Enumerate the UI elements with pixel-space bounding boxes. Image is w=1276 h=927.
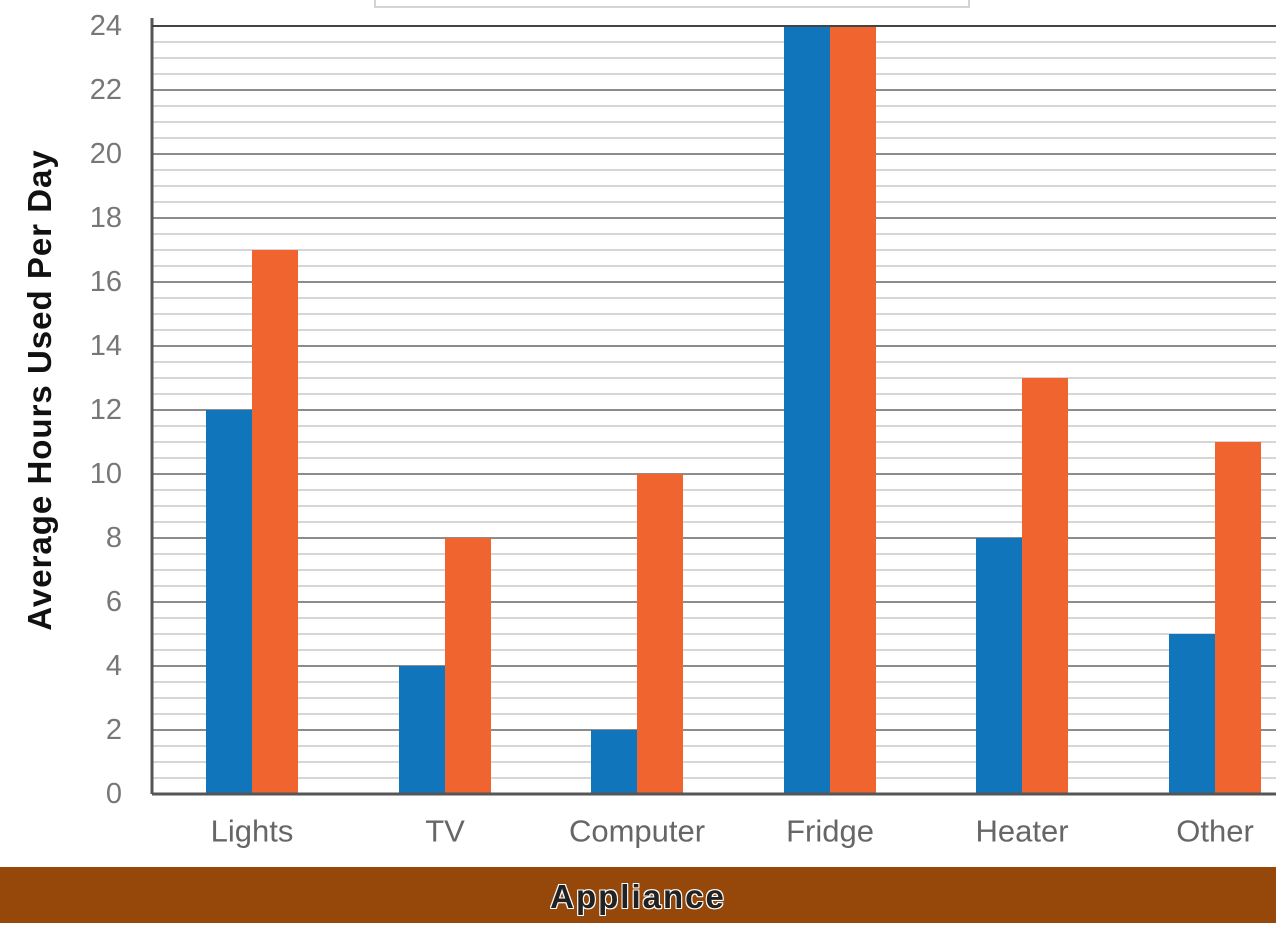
y-tick-label: 14 (90, 330, 122, 362)
y-tick-label: 8 (106, 522, 122, 554)
x-tick-labels: Lights TV Computer Fridge Heater Other (211, 814, 1254, 849)
y-tick-label: 18 (90, 202, 122, 234)
x-tick-label-other: Other (1176, 814, 1254, 849)
x-tick-label-tv: TV (425, 814, 465, 849)
bar-other-series-1 (1169, 634, 1215, 794)
x-axis-label: Appliance (0, 867, 1276, 923)
y-tick-label: 20 (90, 138, 122, 170)
y-tick-label: 0 (106, 778, 122, 810)
y-tick-label: 12 (90, 394, 122, 426)
bar-lights-series-1 (206, 410, 252, 794)
y-tick-label: 2 (106, 714, 122, 746)
y-tick-label: 10 (90, 458, 122, 490)
y-tick-label: 24 (90, 10, 122, 42)
x-tick-label-lights: Lights (211, 814, 294, 849)
bar-other-series-2 (1215, 442, 1261, 794)
bar-tv-series-1 (399, 666, 445, 794)
y-tick-label: 6 (106, 586, 122, 618)
y-tick-label: 4 (106, 650, 122, 682)
y-tick-label: 22 (90, 74, 122, 106)
bar-lights-series-2 (252, 250, 298, 794)
y-tick-label: 16 (90, 266, 122, 298)
x-tick-label-heater: Heater (975, 814, 1068, 849)
y-axis-label: Average Hours Used Per Day (21, 149, 59, 630)
bar-fridge-series-1 (784, 26, 830, 794)
x-tick-label-fridge: Fridge (786, 814, 874, 849)
bar-tv-series-2 (445, 538, 491, 794)
bar-heater-series-1 (976, 538, 1022, 794)
bar-computer-series-2 (637, 474, 683, 794)
grid-lines (152, 26, 1276, 778)
bar-heater-series-2 (1022, 378, 1068, 794)
bar-computer-series-1 (591, 730, 637, 794)
bar-fridge-series-2 (830, 26, 876, 794)
axes (152, 18, 1276, 794)
x-tick-label-computer: Computer (569, 814, 705, 849)
